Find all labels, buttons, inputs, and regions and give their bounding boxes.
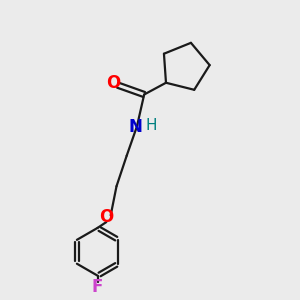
Text: O: O xyxy=(106,74,121,92)
Text: H: H xyxy=(145,118,157,133)
Text: N: N xyxy=(128,118,142,136)
Text: O: O xyxy=(99,208,113,226)
Text: F: F xyxy=(92,278,103,296)
